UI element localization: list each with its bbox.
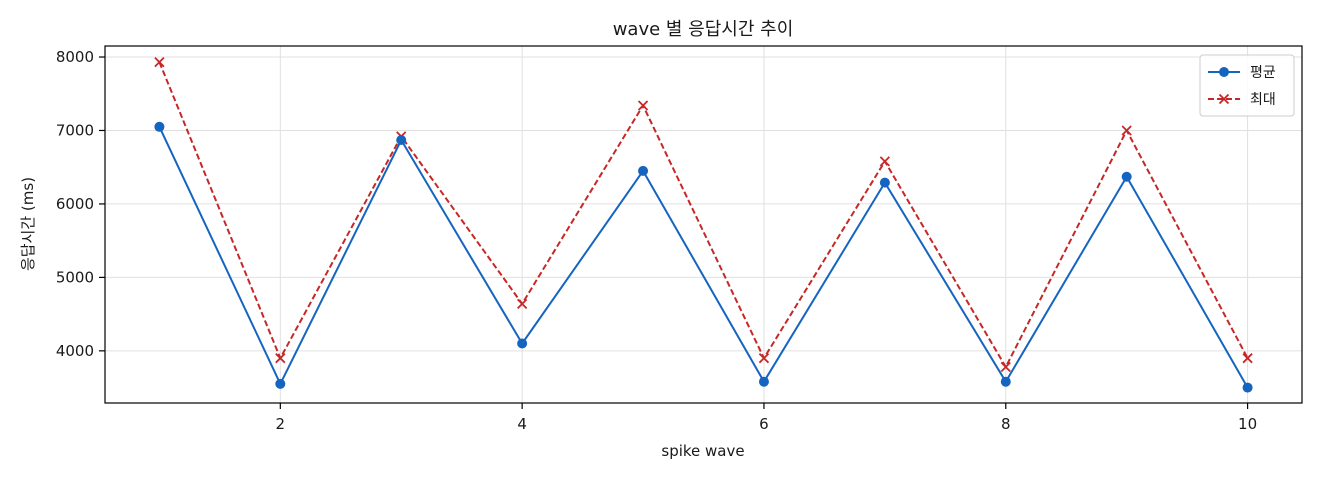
- data-point-max: [758, 353, 770, 364]
- legend-marker-average: [1219, 67, 1229, 77]
- legend-label-max: 최대: [1250, 92, 1276, 108]
- data-point-max: [1121, 125, 1132, 136]
- x-tick-label: 10: [1238, 415, 1257, 433]
- data-point-average: [758, 376, 769, 387]
- data-point-max: [154, 57, 165, 68]
- legend-marker-max: [1218, 93, 1230, 105]
- data-point-average: [1000, 376, 1011, 387]
- data-point-max: [1242, 353, 1253, 364]
- data-point-average: [396, 135, 407, 146]
- y-tick-label: 6000: [56, 195, 94, 213]
- x-tick-label: 8: [1001, 415, 1011, 433]
- y-tick-label: 8000: [56, 48, 94, 66]
- data-point-average: [879, 177, 890, 188]
- data-point-average: [154, 121, 165, 132]
- y-axis-label: 응답시간 (ms): [19, 177, 37, 271]
- series-line-average: [158, 126, 1249, 389]
- legend-label-average: 평균: [1250, 65, 1276, 81]
- data-point-max: [516, 298, 528, 309]
- series-layer: [154, 57, 1253, 393]
- series-average: [154, 121, 1253, 393]
- y-tick-label: 4000: [56, 342, 94, 360]
- data-point-max: [1000, 361, 1011, 373]
- data-point-max: [275, 353, 286, 364]
- data-point-average: [638, 165, 649, 176]
- data-point-max: [637, 100, 649, 111]
- x-tick-label: 2: [276, 415, 286, 433]
- series-line-max: [158, 61, 1249, 369]
- x-tick-label: 4: [517, 415, 527, 433]
- series-max: [154, 57, 1253, 373]
- legend-entry-average: 평균: [1208, 65, 1276, 81]
- legend-entry-max: 최대: [1208, 92, 1276, 108]
- plot-frame: [104, 45, 1303, 404]
- data-point-average: [275, 378, 286, 389]
- data-point-max: [879, 156, 891, 167]
- data-point-average: [1242, 382, 1253, 393]
- chart-title: wave 별 응답시간 추이: [613, 19, 794, 40]
- x-tick-label: 6: [759, 415, 769, 433]
- data-point-average: [1121, 171, 1132, 182]
- y-tick-label: 7000: [56, 121, 94, 139]
- x-axis-label: spike wave: [661, 442, 744, 460]
- legend: 평균 최대: [1199, 54, 1295, 117]
- y-tick-label: 5000: [56, 268, 94, 286]
- axis-ticks: 2 4 6 8 10 4000 5000 6000 7000 8000: [56, 48, 1257, 433]
- data-point-average: [517, 338, 528, 349]
- legend-box: [1199, 54, 1295, 117]
